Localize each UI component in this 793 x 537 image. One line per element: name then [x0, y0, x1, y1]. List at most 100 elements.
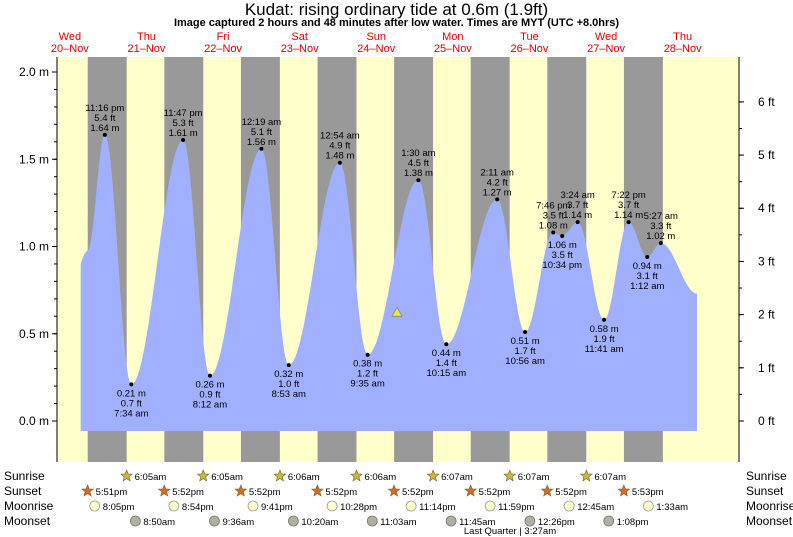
extreme-m: 1.06 m — [548, 240, 577, 251]
extreme-time: 10:15 am — [427, 368, 467, 379]
extreme-ft: 1.4 ft — [436, 358, 457, 369]
moonrise-icon — [642, 500, 654, 512]
row-label-right-sunset: Sunset — [746, 484, 784, 498]
extreme-ft: 4.9 ft — [329, 141, 350, 152]
day-name: Sun — [366, 31, 386, 43]
sunset-time: 5:52pm — [479, 487, 511, 498]
extreme-m: 1.14 m — [614, 210, 643, 221]
extreme-time: 9:35 am — [350, 379, 384, 390]
day-date: 26–Nov — [510, 43, 548, 55]
moonset-time: 11:45am — [459, 517, 495, 528]
sunrise-time: 6:07am — [441, 472, 473, 483]
moonset-time: 11:03am — [380, 517, 416, 528]
extreme-m: 1.61 m — [169, 128, 198, 139]
moonrise-time: 11:59pm — [498, 502, 534, 513]
moonrise-icon — [168, 500, 180, 512]
tide-area — [80, 134, 697, 432]
sunrise-icon — [426, 469, 440, 482]
day-date: 22–Nov — [204, 43, 242, 55]
moonset-time: 1:08pm — [617, 517, 649, 528]
moonrise-time: 10:28pm — [340, 502, 377, 513]
extreme-point — [658, 241, 663, 246]
row-label-left-sunset: Sunset — [4, 484, 42, 498]
extreme-point — [286, 363, 291, 368]
extreme-ft: 3.5 ft — [552, 250, 573, 261]
sunset-icon — [387, 484, 401, 497]
extreme-ft: 1.9 ft — [594, 334, 615, 345]
row-label-left-moonset: Moonset — [4, 514, 51, 528]
day-name: Thu — [137, 31, 156, 43]
day-date: 28–Nov — [664, 43, 702, 55]
extreme-point — [416, 178, 421, 183]
day-date: 25–Nov — [434, 43, 472, 55]
extreme-m: 1.64 m — [90, 123, 119, 134]
left-tick-label: 1.0 m — [19, 240, 49, 254]
extreme-m: 0.44 m — [432, 348, 461, 359]
extreme-point — [626, 220, 631, 225]
moonrise-time: 8:05pm — [103, 502, 135, 513]
day-name: Tue — [520, 31, 539, 43]
extreme-point — [495, 197, 500, 202]
sunset-icon — [617, 484, 631, 497]
extreme-m: 0.94 m — [633, 261, 662, 272]
extreme-time: 7:46 pm — [536, 201, 570, 212]
row-label-right-sunrise: Sunrise — [746, 469, 787, 483]
extreme-time: 10:34 pm — [542, 260, 582, 271]
right-tick-label: 6 ft — [758, 95, 775, 109]
extreme-time: 1:12 am — [630, 281, 664, 292]
day-date: 20–Nov — [51, 43, 89, 55]
extreme-time: 3:24 am — [560, 190, 594, 201]
extreme-m: 1.27 m — [483, 187, 512, 198]
sunrise-time: 6:05am — [211, 472, 243, 483]
extreme-m: 1.08 m — [539, 221, 568, 232]
extreme-point — [207, 373, 212, 378]
sunrise-time: 6:05am — [135, 472, 167, 483]
extreme-ft: 5.4 ft — [94, 113, 115, 124]
sunrise-icon — [196, 469, 210, 482]
sunrise-icon — [579, 469, 593, 482]
left-tick-label: 0.0 m — [19, 414, 49, 428]
extreme-ft: 1.2 ft — [357, 369, 378, 380]
left-tick-label: 0.5 m — [19, 327, 49, 341]
sunset-time: 5:52pm — [249, 487, 281, 498]
extreme-point — [181, 138, 186, 143]
sunset-icon — [234, 484, 248, 497]
extreme-point — [129, 382, 134, 387]
extreme-ft: 4.5 ft — [408, 158, 429, 169]
sunset-icon — [540, 484, 554, 497]
extreme-time: 2:11 am — [480, 167, 514, 178]
extreme-point — [560, 234, 565, 239]
left-tick-label: 2.0 m — [19, 65, 49, 79]
row-label-left-moonrise: Moonrise — [4, 499, 54, 513]
extreme-m: 0.58 m — [590, 324, 619, 335]
extreme-m: 1.02 m — [646, 231, 675, 242]
extreme-m: 0.51 m — [511, 336, 540, 347]
extreme-ft: 5.3 ft — [173, 118, 194, 129]
extreme-m: 1.38 m — [404, 168, 433, 179]
extreme-point — [602, 317, 607, 322]
extreme-time: 7:34 am — [114, 408, 148, 419]
extreme-point — [444, 342, 449, 347]
extreme-point — [259, 146, 264, 151]
moonrise-time: 12:45am — [577, 502, 614, 513]
sunset-time: 5:52pm — [325, 487, 357, 498]
moonrise-icon — [563, 500, 575, 512]
sunrise-time: 6:06am — [364, 472, 396, 483]
moonrise-icon — [405, 500, 417, 512]
extreme-time: 1:30 am — [401, 148, 435, 159]
moonset-icon — [445, 515, 457, 527]
extreme-time: 11:47 pm — [164, 108, 203, 119]
extreme-ft: 1.7 ft — [515, 346, 536, 357]
extreme-m: 0.32 m — [274, 369, 303, 380]
extreme-time: 5:27 am — [644, 211, 678, 222]
day-name: Mon — [442, 31, 463, 43]
day-name: Wed — [59, 31, 81, 43]
sunrise-icon — [503, 469, 517, 482]
right-tick-label: 2 ft — [758, 308, 775, 322]
extreme-time: 10:56 am — [505, 356, 545, 367]
extreme-time: 8:12 am — [193, 400, 227, 411]
moonrise-time: 8:54pm — [182, 502, 214, 513]
moonrise-time: 9:41pm — [261, 502, 293, 513]
sunset-time: 5:53pm — [632, 487, 664, 498]
